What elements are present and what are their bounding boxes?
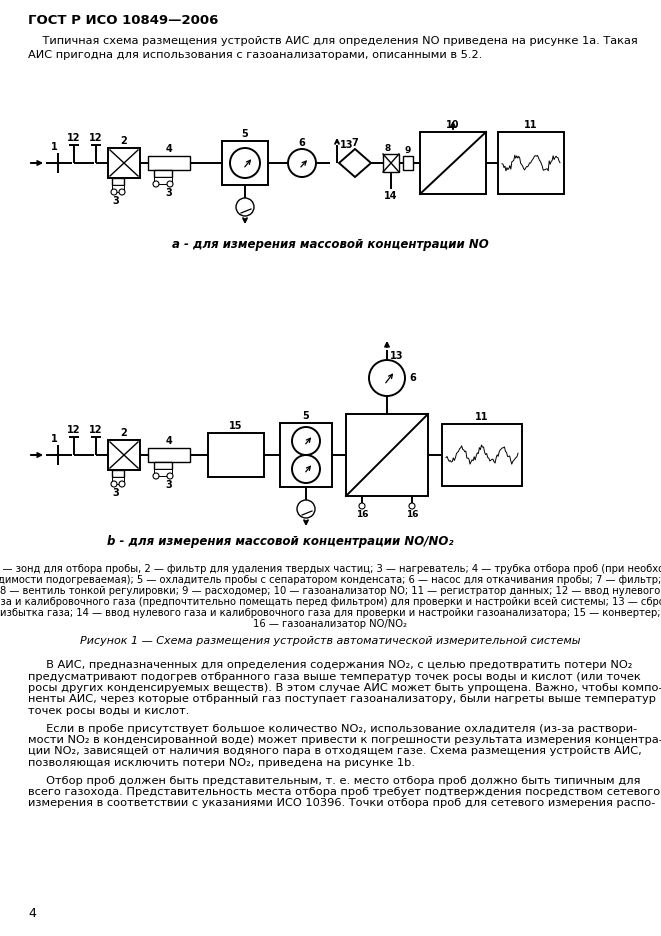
Text: 12: 12 (89, 425, 102, 435)
Text: ненты АИС, через которые отбранный газ поступает газоанализатору, были нагреты в: ненты АИС, через которые отбранный газ п… (28, 695, 656, 705)
Text: 15: 15 (229, 421, 243, 431)
Text: 4: 4 (28, 907, 36, 920)
Text: 12: 12 (67, 133, 81, 143)
Bar (383, 154, 399, 172)
Text: газа и калибровочного газа (предпочтительно помещать перед фильтром) для проверк: газа и калибровочного газа (предпочтител… (0, 597, 661, 607)
Circle shape (119, 481, 125, 487)
Text: 11: 11 (475, 412, 488, 422)
Circle shape (292, 427, 320, 455)
Text: 13: 13 (340, 140, 354, 150)
Text: всего газохода. Представительность места отбора проб требует подтверждения посре: всего газохода. Представительность места… (28, 787, 660, 797)
Text: 6: 6 (409, 373, 416, 383)
Bar (346, 414, 428, 496)
Circle shape (236, 198, 254, 216)
Text: 7: 7 (352, 138, 358, 148)
Text: мости NO₂ в конденсированной воде) может привести к погрешности результата измер: мости NO₂ в конденсированной воде) может… (28, 735, 661, 745)
Text: 11: 11 (524, 120, 538, 130)
Text: 16: 16 (406, 510, 418, 519)
Text: 8: 8 (385, 144, 391, 153)
Circle shape (111, 189, 117, 195)
Text: 4: 4 (166, 144, 173, 154)
Text: 3: 3 (112, 196, 120, 206)
Bar (108, 440, 140, 470)
Circle shape (119, 189, 125, 195)
Text: 8 — вентиль тонкой регулировки; 9 — расходомер; 10 — газоанализатор NO; 11 — рег: 8 — вентиль тонкой регулировки; 9 — расх… (0, 586, 660, 596)
Circle shape (167, 181, 173, 187)
Text: измерения в соответствии с указаниями ИСО 10396. Точки отбора проб для сетевого : измерения в соответствии с указаниями ИС… (28, 798, 655, 809)
Bar (148, 448, 190, 462)
Text: а - для измерения массовой концентрации NO: а - для измерения массовой концентрации … (172, 238, 488, 251)
Polygon shape (339, 149, 371, 177)
Bar (154, 177, 172, 184)
Circle shape (153, 473, 159, 479)
Bar (403, 156, 413, 170)
Circle shape (167, 473, 173, 479)
Bar (112, 185, 124, 192)
Text: В АИС, предназначенных для определения содержания NO₂, с целью предотвратить пот: В АИС, предназначенных для определения с… (28, 660, 633, 670)
Text: 3: 3 (166, 480, 173, 490)
Text: 1 — зонд для отбора пробы, 2 — фильтр для удаления твердых частиц; 3 — нагревате: 1 — зонд для отбора пробы, 2 — фильтр дл… (0, 564, 661, 574)
Bar (154, 469, 172, 476)
Text: АИС пригодна для использования с газоанализаторами, описанными в 5.2.: АИС пригодна для использования с газоана… (28, 50, 483, 60)
Bar (112, 477, 124, 484)
Bar (108, 148, 140, 178)
Text: 3: 3 (166, 188, 173, 198)
Text: 2: 2 (120, 428, 128, 438)
Text: b - для измерения массовой концентрации NO/NO₂: b - для измерения массовой концентрации … (106, 535, 453, 548)
Circle shape (153, 181, 159, 187)
Text: предусматривают подогрев отбранного газа выше температур точек росы воды и кисло: предусматривают подогрев отбранного газа… (28, 671, 641, 681)
Text: димости подогреваемая); 5 — охладитель пробы с сепаратором конденсата; 6 — насос: димости подогреваемая); 5 — охладитель п… (0, 575, 661, 585)
Circle shape (288, 149, 316, 177)
Text: ГОСТ Р ИСО 10849—2006: ГОСТ Р ИСО 10849—2006 (28, 14, 218, 27)
Text: точек росы воды и кислот.: точек росы воды и кислот. (28, 706, 189, 716)
Text: 1: 1 (51, 142, 58, 152)
Circle shape (359, 503, 365, 509)
Bar (420, 132, 486, 194)
Text: позволяющая исключить потери NO₂, приведена на рисунке 1b.: позволяющая исключить потери NO₂, привед… (28, 758, 415, 768)
Text: 16: 16 (356, 510, 368, 519)
Text: Если в пробе присутствует большое количество NO₂, использование охладителя (из-з: Если в пробе присутствует большое количе… (28, 724, 637, 734)
Circle shape (111, 481, 117, 487)
Bar (442, 424, 522, 486)
Text: 1: 1 (51, 434, 58, 444)
Text: 10: 10 (446, 120, 460, 130)
Bar (222, 141, 268, 185)
Bar (154, 462, 172, 469)
Text: 12: 12 (89, 133, 102, 143)
Text: 16 — газоанализатор NO/NO₂: 16 — газоанализатор NO/NO₂ (253, 619, 407, 629)
Text: 14: 14 (384, 191, 398, 201)
Bar (208, 433, 264, 477)
Text: Типичная схема размещения устройств АИС для определения NO приведена на рисунке : Типичная схема размещения устройств АИС … (28, 36, 638, 46)
Circle shape (230, 148, 260, 178)
Circle shape (409, 503, 415, 509)
Text: 4: 4 (166, 436, 173, 446)
Bar (112, 470, 124, 477)
Text: 2: 2 (120, 136, 128, 146)
Text: 12: 12 (67, 425, 81, 435)
Text: 9: 9 (405, 146, 411, 155)
Text: 13: 13 (390, 351, 403, 361)
Text: ции NO₂, зависящей от наличия водяного пара в отходящем газе. Схема размещения у: ции NO₂, зависящей от наличия водяного п… (28, 747, 642, 756)
Bar (112, 178, 124, 185)
Circle shape (292, 455, 320, 483)
Bar (148, 156, 190, 170)
Text: росы других конденсируемых веществ). В этом случае АИС может быть упрощена. Важн: росы других конденсируемых веществ). В э… (28, 683, 661, 693)
Circle shape (297, 500, 315, 518)
Text: избытка газа; 14 — ввод нулевого газа и калибровочного газа для проверки и настр: избытка газа; 14 — ввод нулевого газа и … (0, 608, 660, 618)
Bar (154, 170, 172, 177)
Text: 3: 3 (112, 488, 120, 498)
Bar (498, 132, 564, 194)
Bar (280, 423, 332, 487)
Text: Отбор проб должен быть представительным, т. е. место отбора проб должно быть тип: Отбор проб должен быть представительным,… (28, 776, 641, 785)
Text: Рисунок 1 — Схема размещения устройств автоматической измерительной системы: Рисунок 1 — Схема размещения устройств а… (80, 636, 580, 646)
Text: 6: 6 (299, 138, 305, 148)
Text: 5: 5 (242, 129, 249, 139)
Text: 5: 5 (303, 411, 309, 421)
Circle shape (369, 360, 405, 396)
